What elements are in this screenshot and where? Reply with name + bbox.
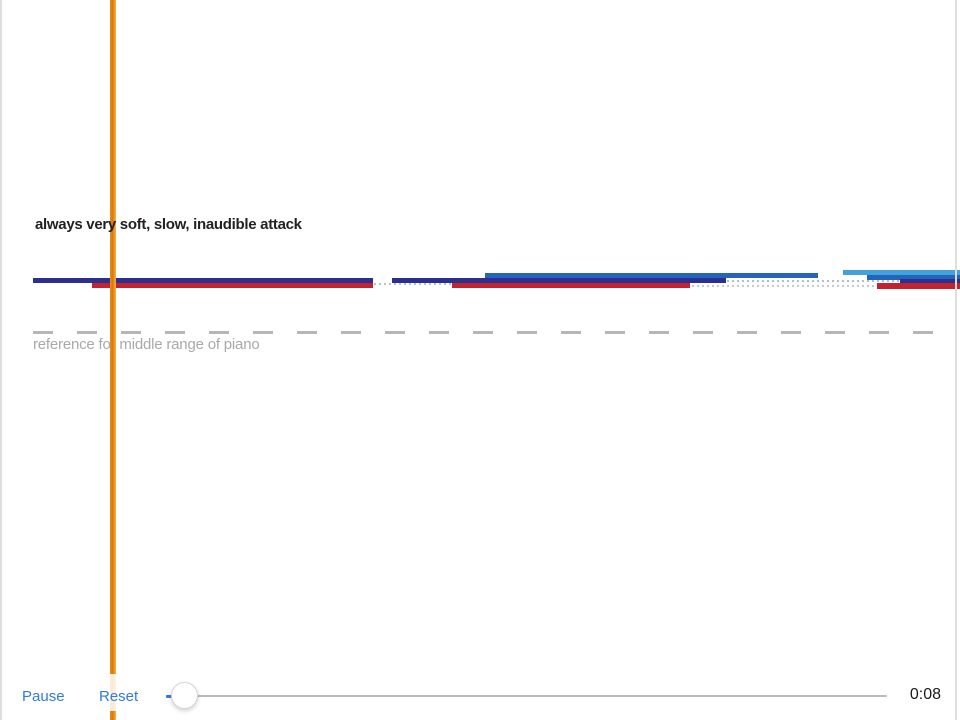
note-bar-blue-2 [867, 275, 960, 280]
sustain-dotted-line [374, 283, 452, 285]
note-bar-red-2 [452, 283, 690, 288]
slider-fill [166, 695, 173, 698]
reference-label: reference for middle range of piano [33, 336, 260, 353]
right-frame-border [955, 0, 957, 720]
reference-dashed-line [33, 331, 948, 334]
note-bar-blue-1 [485, 273, 818, 278]
dynamics-annotation: always very soft, slow, inaudible attack [35, 216, 302, 233]
controls-bar [0, 674, 960, 711]
left-frame-border [0, 0, 2, 720]
sustain-dotted-line [692, 285, 877, 287]
pause-button[interactable]: Pause [22, 688, 65, 705]
reset-button[interactable]: Reset [99, 688, 139, 705]
slider-track[interactable] [166, 695, 887, 697]
time-display: 0:08 [909, 686, 941, 703]
playhead-line [110, 0, 116, 720]
note-bar-navy-3 [900, 279, 960, 284]
note-bar-navy-1 [33, 278, 373, 283]
sustain-dotted-line [727, 280, 900, 282]
note-bar-sky-1 [843, 270, 960, 275]
note-bar-navy-2 [392, 278, 726, 283]
slider-thumb[interactable] [170, 681, 198, 709]
note-bar-red-1 [92, 283, 373, 288]
note-bar-red-3 [877, 283, 960, 289]
